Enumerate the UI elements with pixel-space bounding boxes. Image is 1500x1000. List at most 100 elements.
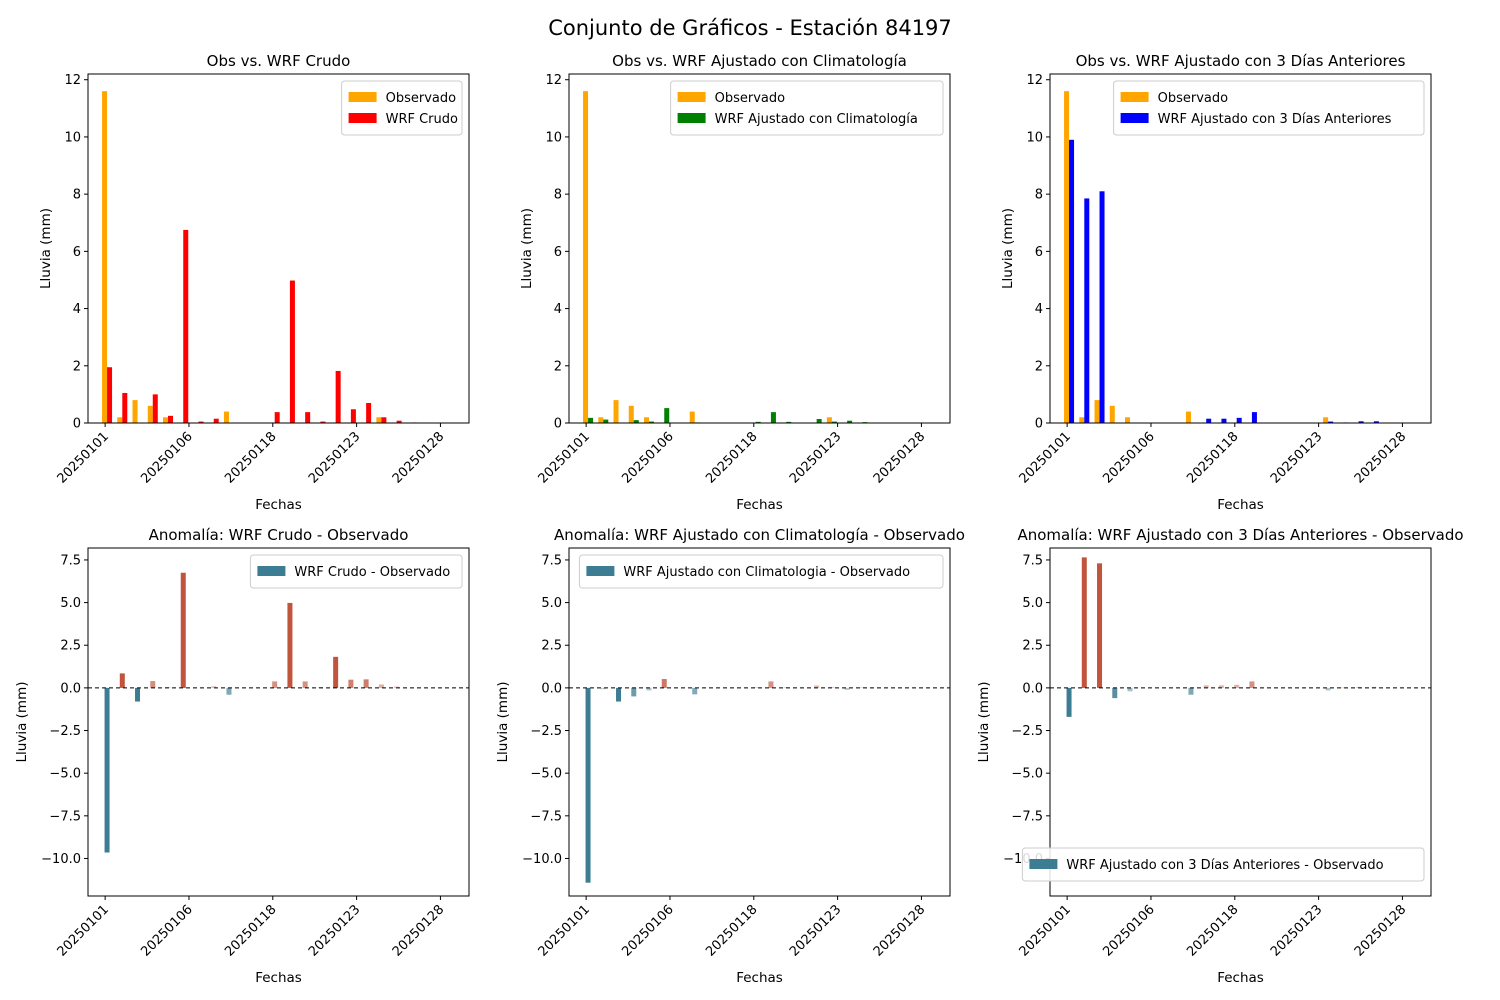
y-axis-label: Lluvia (mm)	[495, 682, 511, 763]
x-tick-label: 20250128	[1352, 429, 1409, 486]
x-axis-label: Fechas	[736, 497, 783, 513]
x-tick-label: 20250106	[1100, 429, 1157, 486]
subplot-title: Obs vs. WRF Crudo	[207, 52, 351, 70]
y-tick-label: 12	[64, 73, 81, 88]
bar	[211, 686, 217, 688]
y-axis-label: Lluvia (mm)	[1000, 208, 1016, 289]
x-tick-label: 20250123	[1268, 429, 1325, 486]
bar	[335, 370, 341, 423]
bar	[1371, 686, 1377, 688]
y-tick-label: −5.0	[49, 767, 81, 782]
bar	[150, 681, 156, 688]
bar	[302, 681, 308, 688]
x-tick-label: 20250128	[1352, 902, 1409, 959]
bar	[600, 687, 606, 690]
legend-box	[670, 80, 944, 136]
subplot-title: Anomalía: WRF Ajustado con 3 Días Anteri…	[1017, 526, 1463, 544]
subplot-title: Anomalía: WRF Ajustado con Climatología …	[554, 526, 965, 544]
bar	[1251, 412, 1257, 423]
bar	[1185, 411, 1191, 423]
bar	[104, 687, 110, 853]
bar	[350, 409, 356, 423]
legend: WRF Crudo - Observado	[249, 554, 463, 589]
bar	[396, 420, 402, 423]
figure-title: Conjunto de Gráficos - Estación 84197	[548, 16, 952, 40]
bar	[183, 229, 189, 423]
y-tick-label: 8	[554, 188, 562, 203]
legend-label: WRF Ajustado con 3 Días Anteriores - Obs…	[1066, 858, 1383, 873]
bar	[1109, 405, 1115, 423]
legend-label: WRF Ajustado con 3 Días Anteriores	[1158, 112, 1392, 127]
x-tick-label: 20250123	[787, 902, 844, 959]
y-tick-label: 10	[545, 130, 562, 145]
bar	[603, 419, 609, 423]
bar	[287, 602, 293, 688]
bar	[661, 679, 667, 688]
bar	[1340, 687, 1346, 689]
legend: Observado WRF Crudo	[341, 80, 463, 136]
bar	[1097, 563, 1103, 688]
x-tick-label: 20250118	[1184, 429, 1241, 486]
legend: WRF Ajustado con Climatologia - Observad…	[578, 554, 944, 589]
bar	[376, 417, 382, 423]
bar	[394, 686, 400, 688]
y-tick-label: −10.0	[41, 852, 81, 867]
plot-frame	[568, 73, 951, 424]
legend-box	[249, 554, 463, 589]
x-tick-label: 20250118	[703, 902, 760, 959]
bar	[117, 417, 123, 423]
bar	[1094, 400, 1100, 423]
x-tick-label: 20250106	[619, 902, 676, 959]
bar	[1203, 685, 1209, 688]
x-tick-label: 20250128	[390, 429, 447, 486]
bar	[664, 408, 670, 423]
bar	[1221, 418, 1227, 423]
bar	[147, 405, 153, 423]
legend-box	[1113, 80, 1425, 136]
legend-swatch	[1120, 113, 1149, 123]
x-tick-label: 20250123	[306, 429, 363, 486]
bar	[102, 91, 108, 423]
bar	[122, 392, 128, 423]
y-axis-label: Lluvia (mm)	[976, 682, 992, 763]
y-tick-label: 0	[554, 417, 562, 432]
bar	[274, 412, 280, 423]
y-axis-label: Lluvia (mm)	[38, 208, 54, 289]
plot-frame	[568, 547, 951, 897]
plot-frame	[1049, 73, 1432, 424]
y-tick-label: −5.0	[1011, 767, 1043, 782]
y-tick-label: 0.0	[1022, 681, 1043, 696]
x-axis-label: Fechas	[736, 970, 783, 986]
y-tick-label: 6	[73, 245, 81, 260]
bar	[692, 687, 698, 695]
bar	[755, 421, 761, 423]
bar	[585, 687, 591, 883]
bar	[1323, 417, 1329, 423]
bar	[180, 572, 186, 688]
x-tick-label: 20250101	[536, 902, 593, 959]
legend-swatch	[1120, 92, 1149, 102]
bar	[333, 656, 339, 688]
bar	[1328, 421, 1334, 423]
bar	[320, 421, 326, 423]
y-tick-label: 5.0	[1022, 596, 1043, 611]
y-tick-label: 8	[1035, 188, 1043, 203]
bar	[816, 419, 822, 423]
bar	[588, 417, 594, 423]
x-axis-label: Fechas	[1217, 970, 1264, 986]
y-tick-label: −5.0	[530, 767, 562, 782]
y-tick-label: −7.5	[530, 809, 562, 824]
y-tick-label: 4	[554, 302, 562, 317]
bar	[119, 673, 125, 688]
bar	[378, 684, 384, 688]
legend-box	[578, 554, 944, 589]
y-tick-label: 4	[1035, 302, 1043, 317]
y-tick-label: 5.0	[60, 596, 81, 611]
bar	[649, 421, 655, 423]
legend-swatch	[348, 113, 377, 123]
y-tick-label: 12	[1026, 73, 1043, 88]
x-tick-label: 20250118	[222, 902, 279, 959]
bar	[381, 417, 387, 423]
legend: WRF Ajustado con 3 Días Anteriores - Obs…	[1021, 847, 1425, 882]
legend-box	[1021, 847, 1425, 882]
